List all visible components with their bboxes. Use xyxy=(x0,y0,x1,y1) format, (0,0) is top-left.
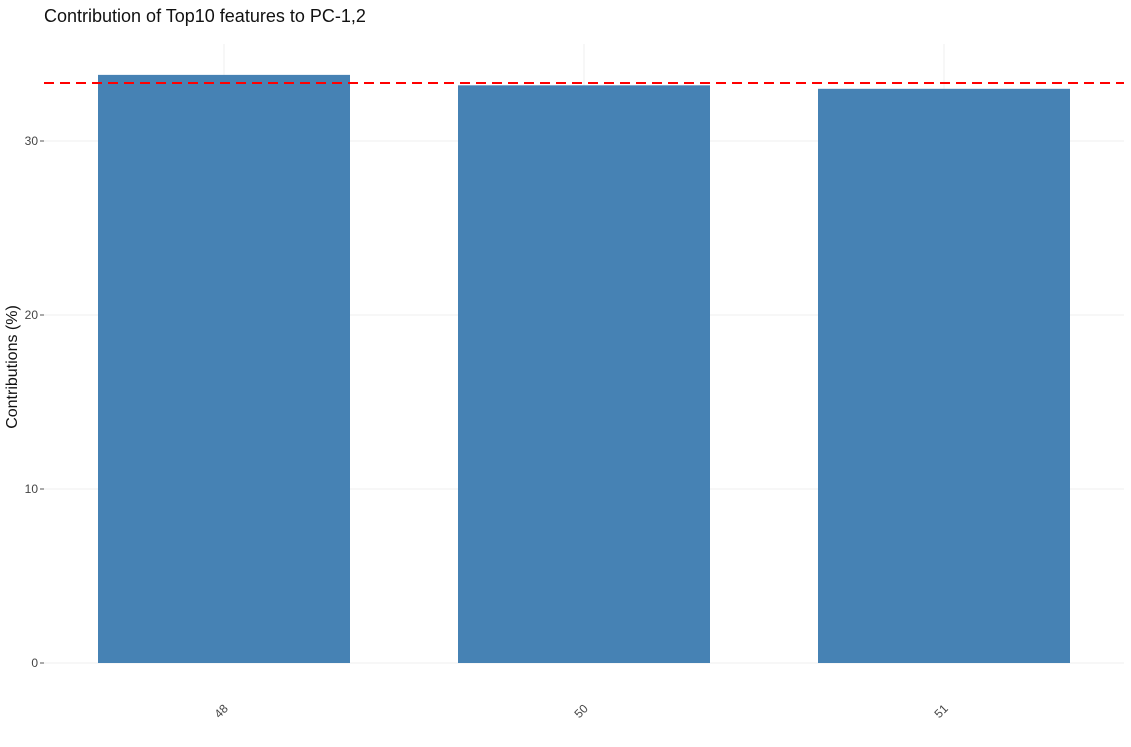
bar-51 xyxy=(818,88,1070,664)
y-tick-label: 20 xyxy=(25,308,39,322)
y-tick-label: 10 xyxy=(25,482,39,496)
bar-48 xyxy=(98,74,350,663)
y-axis-title: Contributions (%) xyxy=(4,305,21,429)
y-tick-label: 0 xyxy=(31,656,38,670)
bar-50 xyxy=(458,85,710,663)
x-tick-label: 51 xyxy=(931,701,951,721)
axis-layer: 0 10 20 30 48 50 51 xyxy=(25,134,951,721)
chart-title: Contribution of Top10 features to PC-1,2 xyxy=(44,6,366,26)
x-tick-label: 50 xyxy=(571,701,591,721)
x-tick-label: 48 xyxy=(211,701,231,721)
y-tick-label: 30 xyxy=(25,134,39,148)
bar-layer xyxy=(98,74,1070,664)
